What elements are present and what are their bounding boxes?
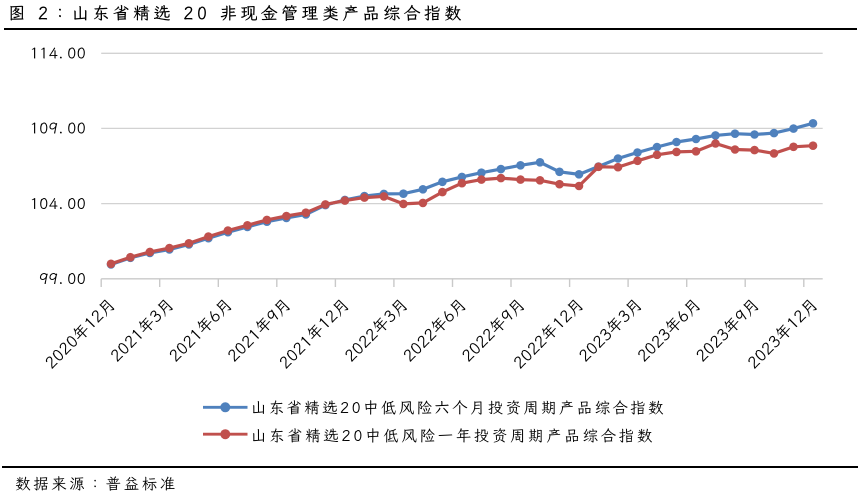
svg-text:104.00: 104. 00 [30, 193, 86, 214]
svg-text:2020年12月: 2020年12月 [40, 293, 120, 373]
svg-text:114.00: 114. 00 [30, 43, 86, 64]
svg-text:109.00: 109. 00 [30, 118, 86, 139]
svg-text:山东省精选20中低风险一年投资周期产品综合指数: 山东省精选20中低风险一年投资周期产品综合指数 [251, 426, 655, 446]
svg-text:99.00: 99. 00 [39, 268, 86, 289]
svg-text:山东省精选20中低风险六个月投资周期产品综合指数: 山东省精选20中低风险六个月投资周期产品综合指数 [251, 398, 666, 418]
